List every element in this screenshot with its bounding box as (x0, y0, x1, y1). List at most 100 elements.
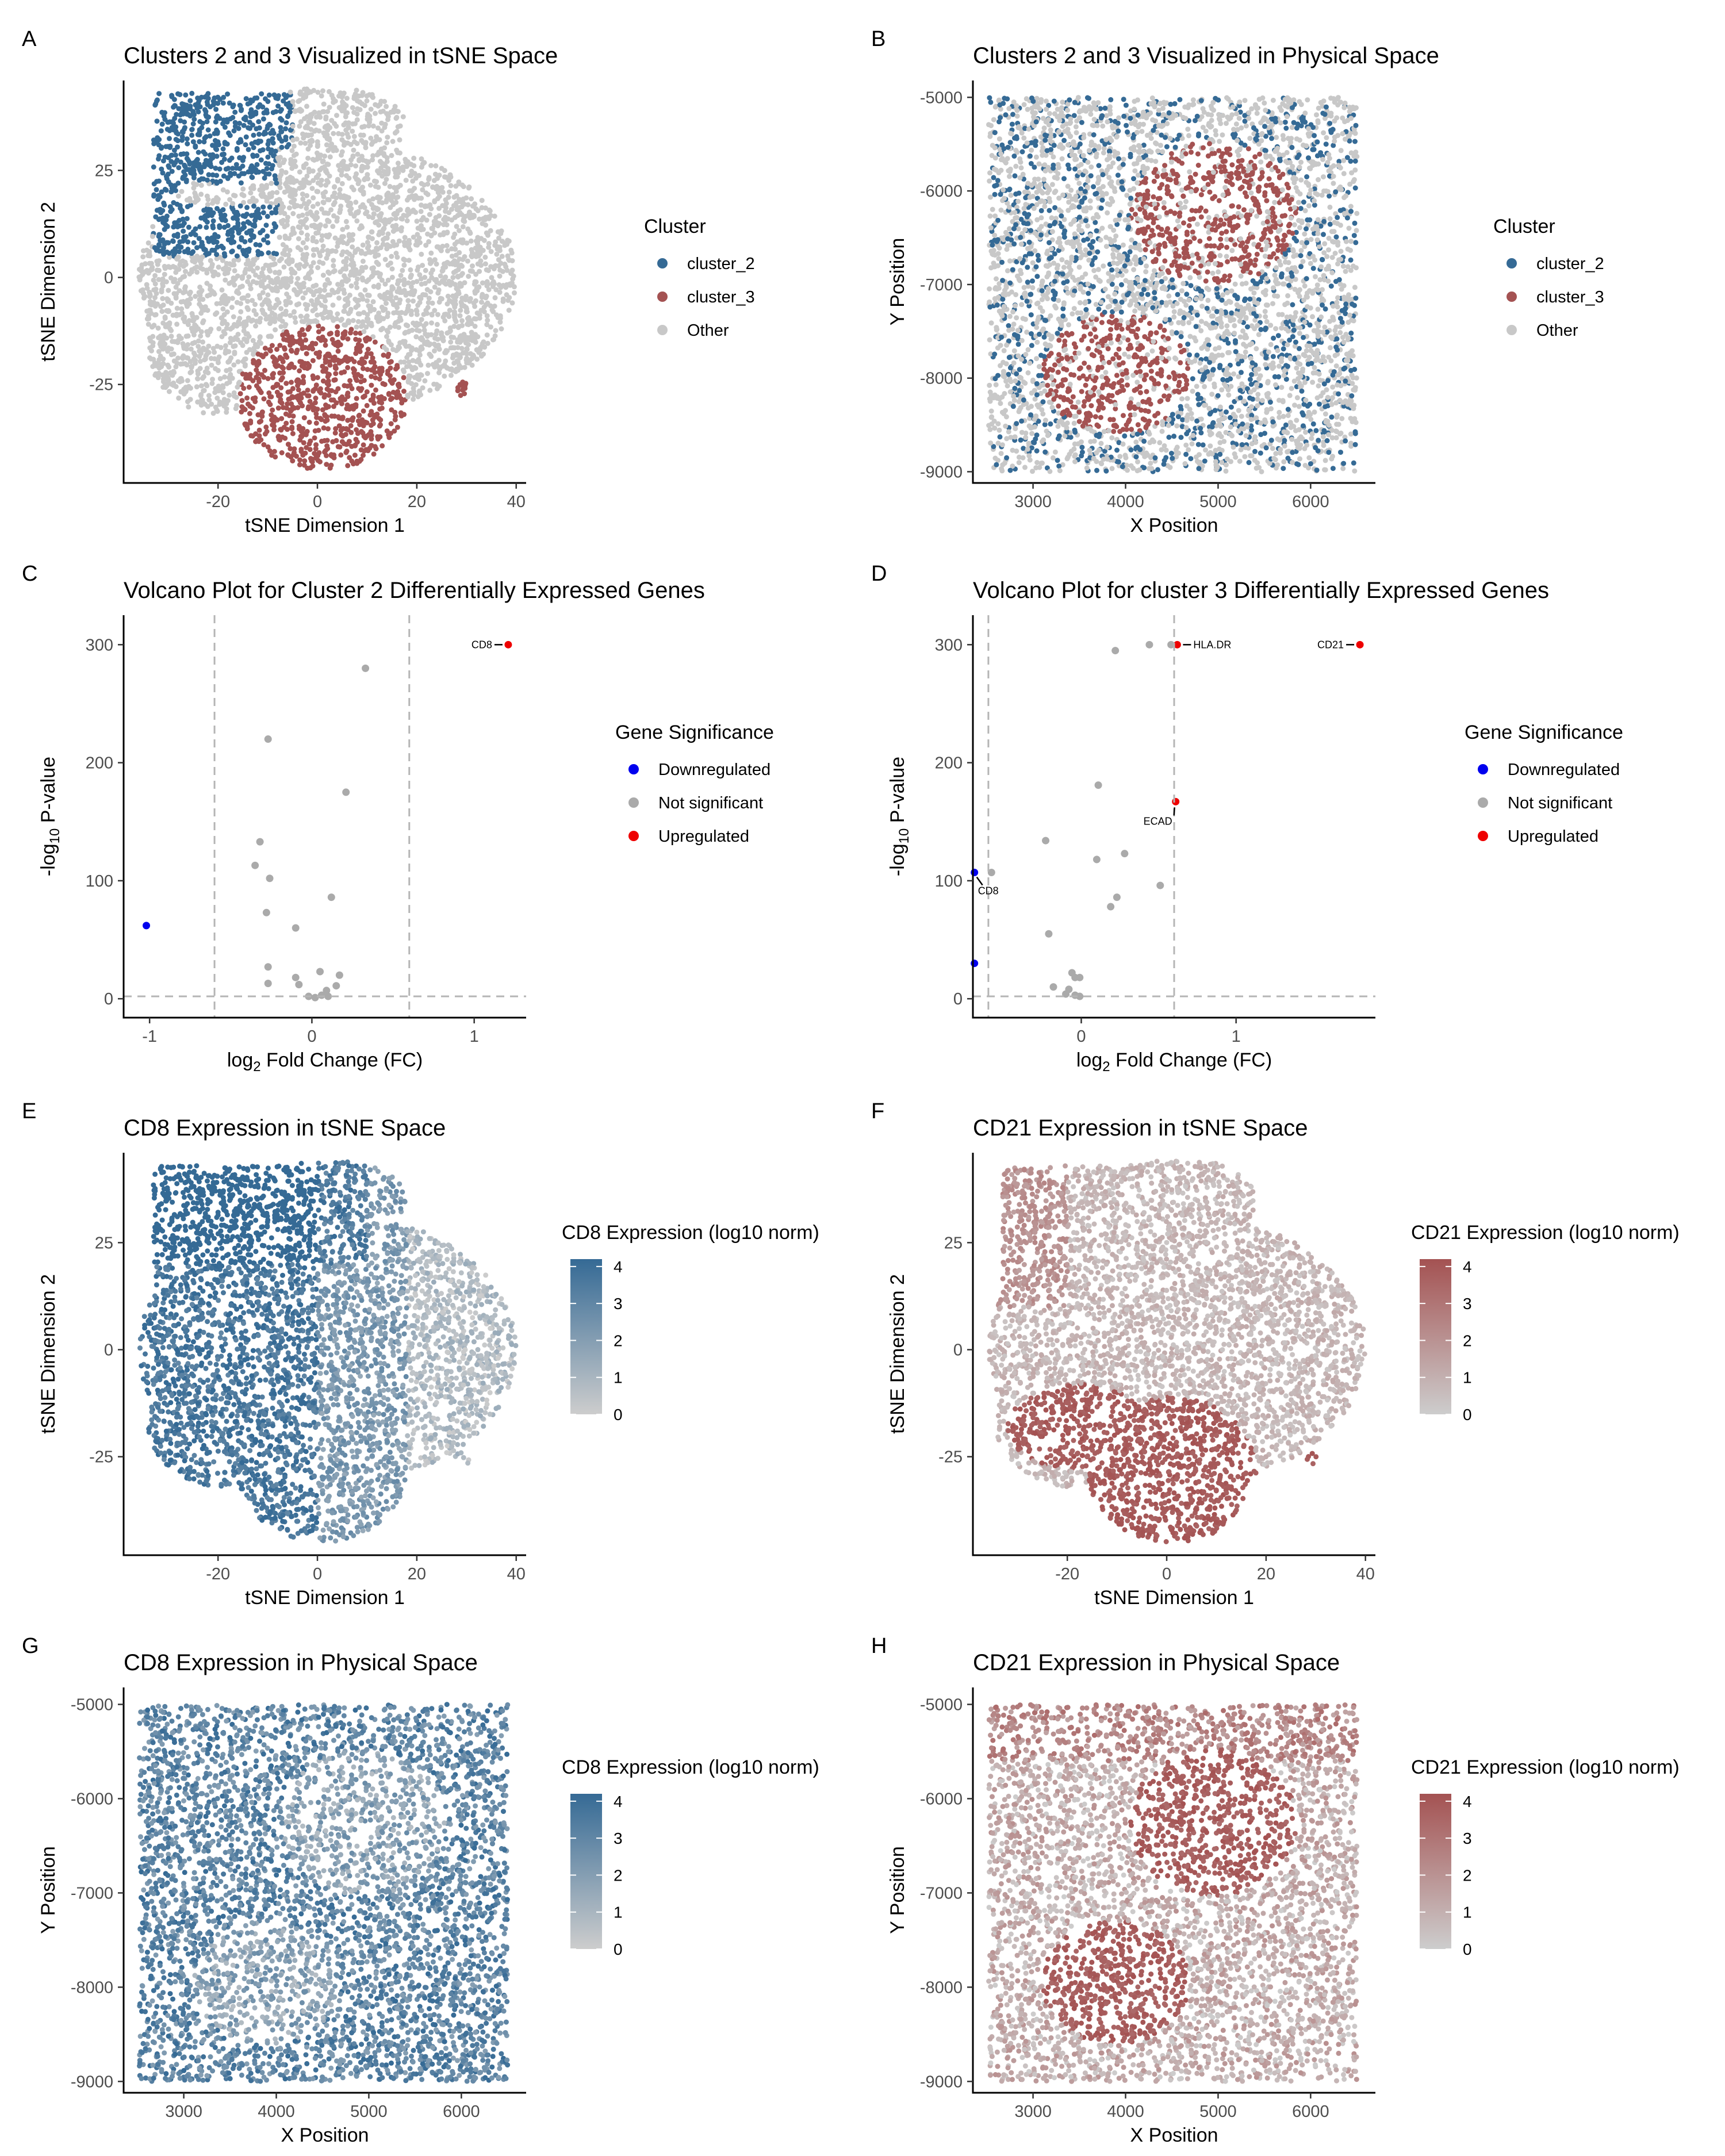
data-point (343, 196, 348, 201)
y-tick-label: 0 (104, 269, 113, 287)
data-point (254, 312, 259, 317)
data-point (297, 462, 302, 467)
data-point (402, 359, 407, 365)
data-point (267, 448, 273, 454)
data-point (325, 438, 330, 443)
data-point (268, 131, 273, 136)
data-point (278, 306, 283, 311)
data-point (205, 197, 210, 202)
data-point (357, 311, 362, 316)
data-point (229, 250, 234, 255)
data-point (223, 140, 228, 145)
data-point (153, 281, 158, 286)
data-point (270, 385, 275, 390)
data-point (392, 211, 397, 216)
data-point (282, 347, 288, 352)
data-point (376, 282, 381, 287)
data-point (303, 337, 308, 343)
data-point (369, 141, 374, 147)
data-point (209, 164, 214, 169)
data-point (1024, 329, 1029, 335)
data-point (361, 297, 366, 302)
data-point (256, 119, 261, 124)
data-point (429, 320, 434, 325)
data-point (402, 342, 407, 347)
data-point (379, 147, 384, 152)
data-point (482, 255, 488, 260)
data-point (225, 359, 231, 365)
data-point (323, 223, 328, 228)
data-point (451, 194, 457, 200)
data-point (348, 330, 353, 335)
data-point (200, 375, 205, 381)
data-point (199, 183, 204, 188)
data-point (492, 304, 497, 309)
data-point (485, 318, 490, 323)
data-point (419, 345, 424, 350)
data-point (452, 232, 457, 237)
data-point (331, 269, 336, 274)
data-point (385, 354, 390, 359)
data-point (433, 343, 438, 348)
data-point (313, 341, 318, 346)
data-point (480, 205, 485, 210)
data-point (156, 268, 162, 273)
data-point (378, 422, 383, 427)
data-point (161, 201, 166, 206)
data-point (459, 338, 464, 343)
data-point (424, 321, 429, 327)
data-point (209, 363, 214, 368)
data-point (411, 298, 416, 304)
data-point (409, 289, 414, 294)
data-point (296, 236, 301, 241)
data-point (304, 245, 309, 250)
data-point (323, 354, 328, 359)
data-point (195, 371, 201, 376)
data-point (258, 335, 263, 340)
data-point (215, 95, 220, 100)
data-point (390, 224, 396, 229)
data-point (329, 118, 334, 123)
data-point (225, 91, 230, 97)
data-point (204, 159, 209, 164)
data-point (379, 443, 385, 448)
data-point (247, 411, 252, 416)
data-point (374, 240, 379, 245)
data-point (467, 212, 472, 217)
data-point (312, 435, 317, 440)
data-point (354, 378, 359, 383)
data-point (321, 316, 326, 321)
data-point (278, 427, 283, 432)
data-point (393, 295, 398, 300)
data-point (242, 421, 247, 427)
x-tick-label: 40 (507, 493, 526, 511)
data-point (1321, 232, 1326, 237)
data-point (162, 342, 167, 347)
data-point (325, 374, 331, 379)
data-point (144, 282, 150, 287)
data-point (173, 270, 178, 275)
data-point (375, 152, 380, 158)
data-point (185, 378, 190, 383)
data-point (299, 396, 304, 401)
data-point (241, 116, 247, 121)
data-point (216, 272, 221, 277)
data-point (325, 148, 331, 153)
data-point (264, 183, 269, 188)
data-point (338, 452, 343, 458)
data-point (363, 287, 368, 293)
data-point (417, 235, 422, 240)
data-point (253, 431, 258, 436)
data-point (332, 355, 338, 360)
data-point (468, 268, 473, 274)
data-point (1184, 291, 1189, 297)
data-point (223, 278, 228, 283)
data-point (273, 173, 278, 178)
legend-swatch (657, 291, 668, 302)
data-point (373, 444, 378, 449)
data-point (395, 194, 400, 200)
data-point (401, 375, 407, 380)
data-point (349, 283, 354, 289)
data-point (305, 366, 310, 371)
data-point (321, 273, 326, 278)
